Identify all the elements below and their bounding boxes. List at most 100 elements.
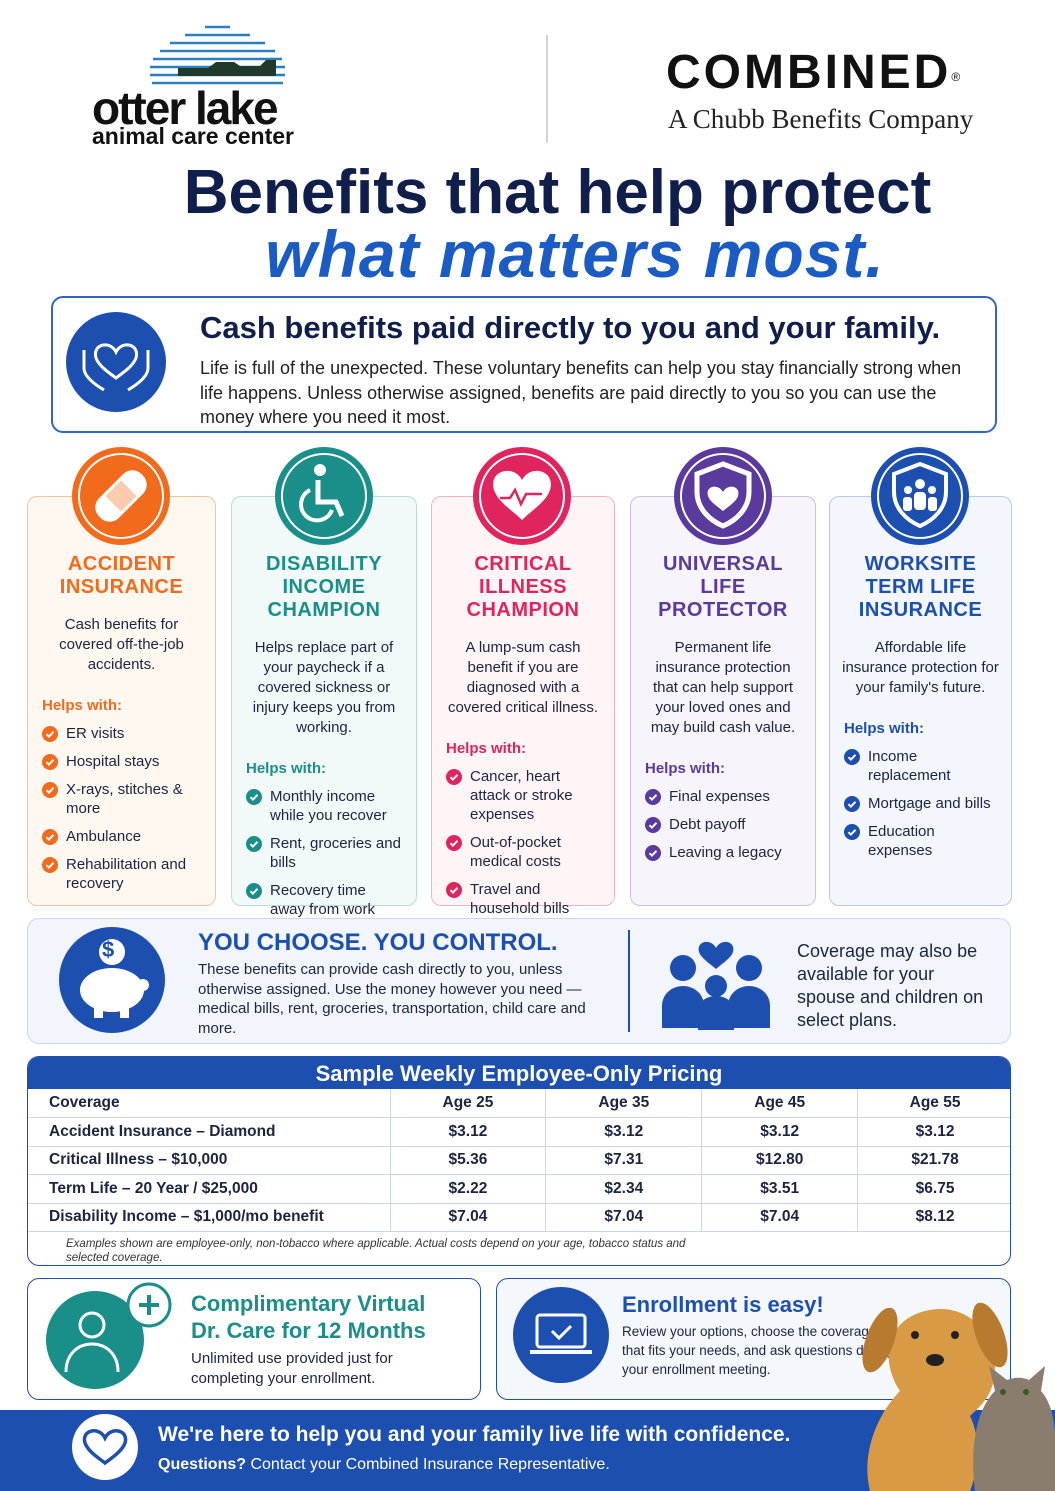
coverage-cell: Disability Income – $1,000/mo benefit xyxy=(28,1203,391,1232)
pricing-note: Examples shown are employee-only, non-to… xyxy=(66,1238,686,1264)
help-item: Final expenses xyxy=(645,787,803,806)
help-item-text: Rehabilitation and recovery xyxy=(66,856,187,892)
pricing-row: Accident Insurance – Diamond $3.12 $3.12 $3… xyxy=(28,1117,1010,1147)
check-icon xyxy=(42,829,58,845)
pricing-title: Sample Weekly Employee-Only Pricing xyxy=(28,1057,1010,1089)
footer-questions: Questions? Contact your Combined Insuran… xyxy=(158,1456,610,1474)
help-item-text: Cancer, heart attack or stroke expenses xyxy=(470,768,573,823)
choose-divider xyxy=(628,930,630,1032)
check-icon xyxy=(844,749,860,765)
check-icon xyxy=(246,836,262,852)
telehealth-box xyxy=(27,1278,481,1400)
brand: COMBINED® xyxy=(666,46,963,100)
logo-name: otter lake xyxy=(92,82,279,134)
help-item: Out-of-pocket medical costs xyxy=(446,833,602,871)
column-header: Age 55 xyxy=(857,1089,1010,1118)
card-title: WORKSITE TERM LIFE INSURANCE xyxy=(858,553,983,621)
brand-tagline: A Chubb Benefits Company xyxy=(668,104,974,134)
price-cell: $7.04 xyxy=(701,1203,859,1232)
price-cell: $6.75 xyxy=(857,1174,1010,1204)
price-cell: $3.12 xyxy=(545,1117,703,1147)
helps-label: Helps with: xyxy=(446,740,527,757)
help-item-text: Final expenses xyxy=(669,788,770,805)
help-item: Mortgage and bills xyxy=(844,794,999,813)
card-description: Helps replace part of your paycheck if a… xyxy=(252,639,396,736)
choose-box xyxy=(27,918,1011,1044)
coverage-cell: Term Life – 20 Year / $25,000 xyxy=(28,1174,391,1204)
logo-subtitle: animal care center xyxy=(92,123,295,149)
help-item-text: Debt payoff xyxy=(669,816,746,833)
questions-text: Contact your Combined Insurance Represen… xyxy=(250,1456,610,1473)
price-cell: $7.31 xyxy=(545,1146,703,1175)
price-cell: $3.12 xyxy=(701,1117,859,1147)
benefit-card: ACCIDENT INSURANCE Cash benefits for cove… xyxy=(27,496,216,906)
questions-label: Questions? xyxy=(158,1456,247,1473)
pricing-table: Coverage Age 25 Age 35 Age 45 Age 55 Accident… xyxy=(28,1089,1010,1232)
help-item: Leaving a legacy xyxy=(645,843,803,862)
check-icon xyxy=(446,769,462,785)
title-line-2: what matters most. xyxy=(265,217,885,291)
help-item: Rehabilitation and recovery xyxy=(42,855,203,893)
pricing-row: Term Life – 20 Year / $25,000 $2.22 $2.34 $… xyxy=(28,1174,1010,1204)
help-item-text: ER visits xyxy=(66,725,125,742)
help-item-text: Monthly income while you recover xyxy=(270,788,387,824)
logo-mark xyxy=(150,25,285,85)
help-item: Education expenses xyxy=(844,822,999,860)
benefit-card: UNIVERSAL LIFE PROTECTOR Permanent life i… xyxy=(630,496,816,906)
help-item: Monthly income while you recover xyxy=(246,787,404,825)
card-description: Permanent life insurance protection that… xyxy=(650,639,796,736)
card-description: A lump-sum cash benefit if you are diagn… xyxy=(447,639,599,716)
price-cell: $3.51 xyxy=(701,1174,859,1204)
help-item-text: X-rays, stitches & more xyxy=(66,781,183,817)
column-header: Coverage xyxy=(28,1089,391,1118)
help-item: Income replacement xyxy=(844,747,999,785)
price-cell: $2.34 xyxy=(545,1174,703,1204)
price-cell: $8.12 xyxy=(857,1203,1010,1232)
column-header: Age 25 xyxy=(390,1089,547,1118)
check-icon xyxy=(645,845,661,861)
price-cell: $12.80 xyxy=(701,1146,859,1175)
check-icon xyxy=(645,789,661,805)
header-divider xyxy=(546,35,548,143)
help-item-text: Ambulance xyxy=(66,828,142,845)
help-item-text: Hospital stays xyxy=(66,753,160,770)
help-item: Debt payoff xyxy=(645,815,803,834)
help-item-text: Income replacement xyxy=(868,748,951,784)
check-icon xyxy=(42,857,58,873)
help-item: Recovery time away from work xyxy=(246,881,404,919)
pricing-header-row: Coverage Age 25 Age 35 Age 45 Age 55 xyxy=(28,1089,1010,1118)
card-description: Cash benefits for covered off-the-job ac… xyxy=(59,616,184,673)
enrollment-body: Review your options, choose the coverage… xyxy=(622,1324,894,1377)
footer-tagline: We're here to help you and your family l… xyxy=(158,1423,791,1446)
check-icon xyxy=(246,789,262,805)
check-icon xyxy=(446,882,462,898)
help-item-text: Out-of-pocket medical costs xyxy=(470,834,561,870)
helps-label: Helps with: xyxy=(645,760,726,777)
help-item-text: Education expenses xyxy=(868,823,935,859)
card-title: DISABILITY INCOME CHAMPION xyxy=(265,553,383,621)
card-title: UNIVERSAL LIFE PROTECTOR xyxy=(658,553,788,621)
check-icon xyxy=(42,754,58,770)
card-title: ACCIDENT INSURANCE xyxy=(59,553,184,598)
help-item-text: Mortgage and bills xyxy=(868,795,991,812)
intro-heading: Cash benefits paid directly to you and y… xyxy=(200,310,941,345)
help-item-text: Rent, groceries and bills xyxy=(270,835,401,871)
pricing-box: Sample Weekly Employee-Only Pricing Cove… xyxy=(27,1056,1011,1266)
intro-body: Life is full of the unexpected. These vo… xyxy=(200,358,962,427)
coverage-cell: Critical Illness – $10,000 xyxy=(28,1146,391,1175)
check-icon xyxy=(42,726,58,742)
price-cell: $7.04 xyxy=(545,1203,703,1232)
brand-mark: ® xyxy=(951,70,964,84)
help-item: Rent, groceries and bills xyxy=(246,834,404,872)
check-icon xyxy=(446,835,462,851)
help-item: X-rays, stitches & more xyxy=(42,780,203,818)
enrollment-heading: Enrollment is easy! xyxy=(622,1292,824,1317)
helps-label: Helps with: xyxy=(246,760,327,777)
check-icon xyxy=(42,782,58,798)
intro-box xyxy=(51,296,997,433)
price-cell: $2.22 xyxy=(390,1174,547,1204)
help-item: Cancer, heart attack or stroke expenses xyxy=(446,767,602,824)
price-cell: $3.12 xyxy=(857,1117,1010,1147)
column-header: Age 35 xyxy=(545,1089,703,1118)
help-item: Ambulance xyxy=(42,827,203,846)
